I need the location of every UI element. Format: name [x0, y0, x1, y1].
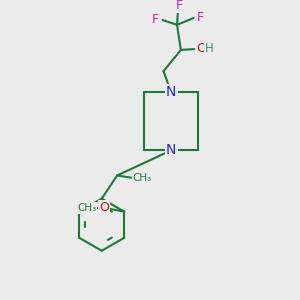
Text: CH₃: CH₃: [77, 203, 96, 213]
Text: O: O: [99, 201, 109, 214]
Text: F: F: [152, 13, 159, 26]
Text: N: N: [166, 85, 176, 99]
Text: O: O: [196, 43, 206, 56]
Text: CH₃: CH₃: [133, 173, 152, 183]
Text: F: F: [196, 11, 204, 24]
Text: H: H: [205, 43, 213, 56]
Text: F: F: [176, 0, 182, 12]
Text: N: N: [166, 143, 176, 157]
